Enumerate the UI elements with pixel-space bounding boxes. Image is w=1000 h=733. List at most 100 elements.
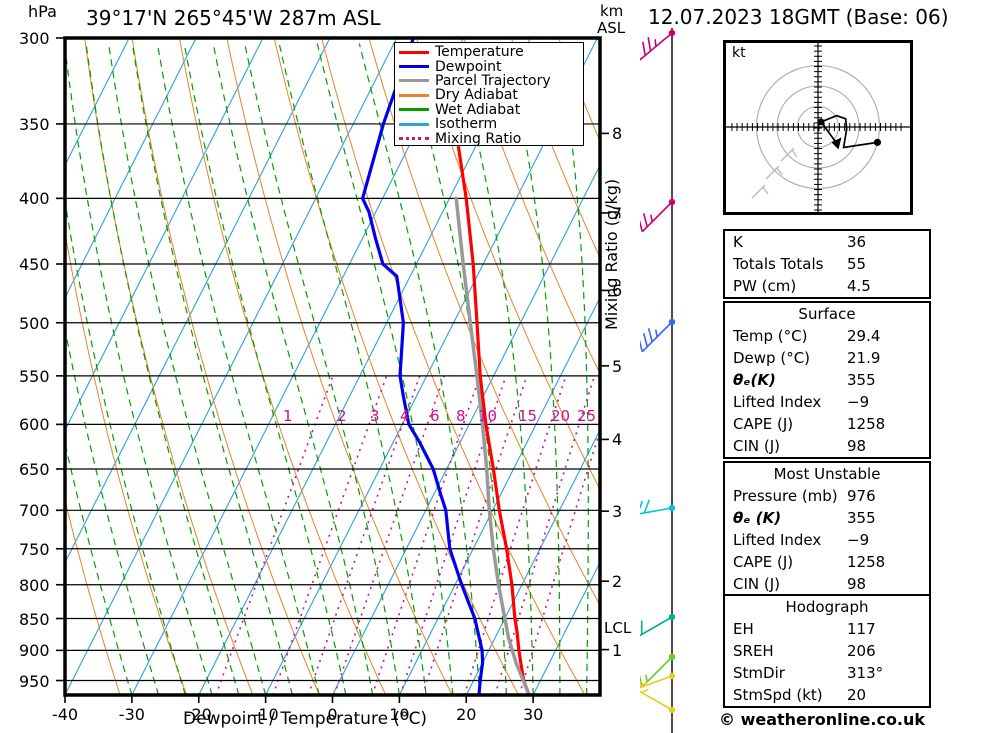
table-row: StmSpd (kt) 20	[725, 684, 929, 706]
legend-swatch	[399, 50, 429, 54]
legend-item: Parcel Trajectory	[399, 74, 579, 88]
pressure-tick-label: 500	[19, 313, 50, 333]
row-key: Lifted Index	[733, 393, 822, 411]
pressure-tick-label: 300	[19, 29, 50, 48]
temperature-tick-label: 0	[327, 705, 338, 724]
mixing-ratio-label: 6	[430, 407, 440, 425]
temperature-tick-label: -20	[185, 705, 212, 724]
pressure-tick-label: 350	[19, 114, 50, 134]
table-row: θₑ(K) 355	[725, 369, 929, 391]
table-row: Pressure (mb) 976	[725, 485, 929, 507]
row-value: 98	[847, 437, 867, 455]
station-title: 39°17'N 265°45'W 287m ASL	[86, 6, 381, 30]
row-key: Temp (°C)	[733, 327, 808, 345]
mixing-ratio-label: 3	[370, 407, 380, 425]
height-unit-label-2: ASL	[597, 19, 626, 37]
temperature-tick-label: 10	[389, 705, 410, 724]
row-key: Lifted Index	[733, 531, 822, 549]
legend-item: Mixing Ratio	[399, 130, 579, 147]
row-key: Totals Totals	[733, 255, 824, 273]
credit-label: © weatheronline.co.uk	[719, 710, 926, 729]
table-row: Temp (°C) 29.4	[725, 325, 929, 347]
legend-swatch	[399, 122, 429, 126]
mixing-ratio-label: 15	[518, 407, 538, 425]
row-key: StmDir	[733, 664, 785, 682]
temperature-tick-label: -40	[51, 705, 79, 724]
table-row: CIN (J) 98	[725, 573, 929, 595]
row-value: −9	[847, 393, 870, 411]
row-value: 4.5	[847, 277, 871, 295]
legend-label: Dry Adiabat	[435, 87, 518, 104]
row-value: 1258	[847, 415, 886, 433]
height-tick-label: 5	[612, 356, 623, 376]
row-value: 1258	[847, 553, 886, 571]
mixing-ratio-label: 20	[551, 407, 571, 425]
legend-item: Dewpoint	[399, 58, 579, 75]
table-row: EH 117	[725, 618, 929, 640]
row-key: K	[733, 233, 743, 251]
mixing-ratio-label: 2	[337, 407, 347, 425]
mixing-ratio-label: 8	[456, 407, 466, 425]
skewt-diagram[interactable]	[0, 0, 640, 733]
hodograph-panel[interactable]: kt	[723, 40, 913, 215]
legend-label: Wet Adiabat	[435, 101, 521, 118]
row-value: 117	[847, 620, 876, 638]
row-value: −9	[847, 531, 870, 549]
hodograph-stats-table: Hodograph EH 117 SREH 206 StmDir 313° St…	[723, 594, 931, 708]
pressure-tick-label: 850	[19, 609, 50, 629]
hodograph-unit-label: kt	[732, 45, 746, 61]
wind-barb-column	[640, 28, 676, 733]
legend-label: Mixing Ratio	[435, 130, 522, 147]
table-row: StmDir 313°	[725, 662, 929, 684]
hodograph-plot	[726, 43, 910, 212]
pressure-tick-label: 650	[19, 459, 50, 479]
height-tick-label: 3	[612, 502, 623, 522]
hodograph-stats-title: Hodograph	[785, 598, 869, 616]
legend-swatch	[399, 79, 429, 83]
pressure-tick-label: 550	[19, 366, 50, 386]
temperature-tick-label: -10	[252, 705, 279, 724]
table-row: PW (cm) 4.5	[725, 275, 929, 297]
pressure-tick-label: 400	[19, 189, 50, 209]
legend-item: Temperature	[399, 45, 579, 59]
row-value: 29.4	[847, 327, 881, 345]
height-tick-label: 6	[612, 281, 623, 301]
row-key: CIN (J)	[733, 575, 781, 593]
pressure-tick-label: 950	[19, 671, 50, 691]
surface-table-title: Surface	[798, 305, 856, 323]
x-axis-title: Dewpoint / Temperature (°C)	[183, 709, 428, 729]
table-row: CAPE (J) 1258	[725, 551, 929, 573]
legend-label: Dewpoint	[435, 58, 502, 75]
legend-item: Isotherm	[399, 117, 579, 131]
table-row: Totals Totals 55	[725, 253, 929, 275]
row-value: 55	[847, 255, 867, 273]
legend-label: Isotherm	[435, 116, 498, 133]
row-key: Pressure (mb)	[733, 487, 838, 505]
row-key: PW (cm)	[733, 277, 797, 295]
height-tick-label: 8	[612, 124, 623, 144]
chart-legend: Temperature Dewpoint Parcel Trajectory Dry …	[394, 42, 584, 146]
height-tick-label: 1	[612, 640, 623, 660]
row-key: θₑ (K)	[733, 509, 782, 527]
row-key: θₑ(K)	[733, 371, 776, 389]
height-tick-label: 7	[612, 203, 623, 223]
mixing-ratio-axis-title: Mixing Ratio (g/kg)	[602, 178, 621, 330]
legend-label: Parcel Trajectory	[435, 72, 551, 89]
table-row: CAPE (J) 1258	[725, 413, 929, 435]
row-value: 355	[847, 509, 876, 527]
most-unstable-table-title: Most Unstable	[773, 465, 881, 483]
height-tick-label: 4	[612, 430, 623, 450]
pressure-tick-label: 600	[19, 415, 50, 435]
legend-swatch	[399, 137, 429, 141]
row-key: SREH	[733, 642, 774, 660]
row-key: Dewp (°C)	[733, 349, 811, 367]
pressure-tick-label: 750	[19, 539, 50, 559]
pressure-tick-label: 900	[19, 641, 50, 661]
row-value: 313°	[847, 664, 884, 682]
row-key: CAPE (J)	[733, 415, 794, 433]
table-row: Dewp (°C) 21.9	[725, 347, 929, 369]
row-key: CIN (J)	[733, 437, 781, 455]
row-value: 976	[847, 487, 876, 505]
mixing-ratio-label: 10	[478, 407, 498, 425]
legend-item: Dry Adiabat	[399, 88, 579, 102]
